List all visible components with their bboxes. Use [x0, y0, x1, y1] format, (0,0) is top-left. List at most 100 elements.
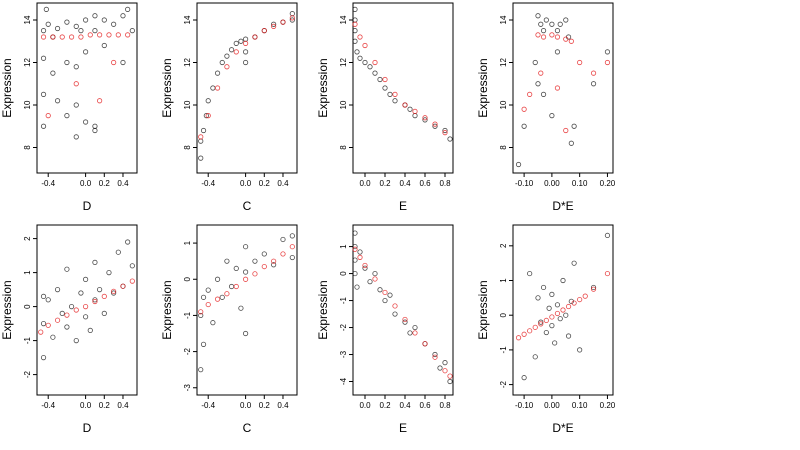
data-point: [447, 136, 453, 142]
data-point: [577, 59, 583, 66]
x-tick-label: 0.8: [439, 179, 451, 188]
data-point: [372, 276, 378, 282]
data-point: [45, 21, 51, 27]
data-point: [73, 23, 79, 29]
plot-frame: [36, 2, 138, 174]
data-point: [289, 244, 295, 250]
y-tick-label: 10: [339, 100, 348, 109]
data-point: [447, 378, 453, 385]
data-point: [590, 286, 597, 292]
data-point: [38, 329, 44, 335]
y-tick-label: 1: [499, 278, 508, 283]
y-tick-label: 2: [499, 243, 508, 248]
x-tick-label: 0.10: [572, 179, 588, 188]
data-point: [540, 34, 547, 40]
x-tick-label: 0.4: [277, 401, 289, 410]
data-point: [92, 28, 98, 34]
data-point: [214, 276, 221, 282]
y-tick-label: -1: [499, 346, 508, 354]
chart-panel-7: 0.0 0.2 0.4 0.6 0.8 -4 -3 -2 -1 0 1 E Expression: [316, 224, 454, 435]
data-point: [382, 85, 388, 91]
data-point: [357, 254, 363, 260]
data-point: [565, 303, 572, 310]
plot-frame: [512, 2, 614, 174]
x-tick-label: 0.0: [80, 401, 92, 410]
data-point: [45, 322, 51, 328]
data-point: [568, 140, 574, 146]
data-point: [543, 17, 549, 23]
data-point: [242, 244, 249, 250]
data-point: [120, 283, 126, 289]
data-point: [214, 296, 221, 302]
data-point: [407, 106, 413, 112]
data-point: [590, 284, 597, 291]
data-point: [219, 294, 225, 300]
data-point: [106, 269, 112, 276]
chart-panel-2: -0.4 0.0 0.2 0.4 8 10 12 14 C Expression: [160, 2, 298, 213]
data-point: [92, 123, 98, 129]
data-point: [64, 312, 70, 318]
data-point: [352, 230, 358, 236]
x-axis-label: D: [83, 421, 92, 435]
data-point: [604, 59, 611, 66]
y-tick-label: -1: [183, 311, 192, 319]
data-point: [352, 28, 358, 34]
data-point: [92, 297, 98, 303]
x-tick-label: -0.4: [201, 401, 215, 410]
data-point: [210, 85, 216, 91]
data-point: [82, 276, 89, 282]
data-point: [87, 32, 93, 38]
series-observed: [40, 6, 135, 140]
data-point: [352, 270, 358, 277]
x-tick-label: 0.4: [399, 179, 411, 188]
data-point: [357, 249, 363, 255]
data-point: [120, 13, 126, 19]
x-tick-label: -0.10: [515, 401, 534, 410]
data-point: [515, 161, 522, 168]
series-observed: [352, 230, 453, 385]
x-tick-label: 0.2: [259, 401, 271, 410]
y-tick-label: 1: [23, 270, 32, 275]
chart-panel-8: -0.10 0.00 0.10 0.20 -2 -1 0 1 2 D*E Expression: [476, 224, 616, 435]
plot-frame: [36, 224, 138, 396]
series-fitted: [198, 15, 295, 140]
data-point: [352, 246, 358, 252]
data-point: [129, 278, 135, 284]
series-observed: [515, 13, 611, 168]
data-point: [422, 341, 428, 347]
data-point: [125, 6, 131, 12]
x-tick-label: 0.8: [439, 401, 451, 410]
data-point: [521, 106, 527, 112]
data-point: [571, 260, 577, 266]
data-point: [568, 298, 574, 304]
data-point: [101, 310, 107, 316]
data-point: [352, 257, 358, 263]
data-point: [82, 314, 89, 320]
data-point: [354, 49, 360, 55]
y-tick-label: -2: [499, 380, 508, 388]
data-point: [111, 288, 117, 294]
data-point: [280, 236, 286, 243]
x-tick-label: 0.20: [600, 179, 616, 188]
data-point: [120, 59, 126, 66]
data-point: [73, 102, 79, 108]
data-point: [565, 333, 572, 339]
data-point: [45, 297, 51, 303]
y-tick-label: -2: [183, 347, 192, 355]
data-point: [362, 265, 368, 271]
x-tick-label: 0.4: [117, 179, 129, 188]
data-point: [538, 319, 544, 325]
data-point: [535, 295, 541, 301]
data-point: [101, 17, 107, 23]
data-point: [422, 117, 428, 123]
data-point: [50, 70, 56, 76]
data-point: [532, 354, 538, 360]
data-point: [205, 287, 211, 293]
data-point: [402, 102, 408, 108]
y-tick-label: 8: [339, 145, 348, 150]
data-point: [82, 17, 89, 23]
data-point: [352, 38, 358, 44]
series-fitted: [40, 32, 131, 119]
data-point: [407, 330, 413, 336]
